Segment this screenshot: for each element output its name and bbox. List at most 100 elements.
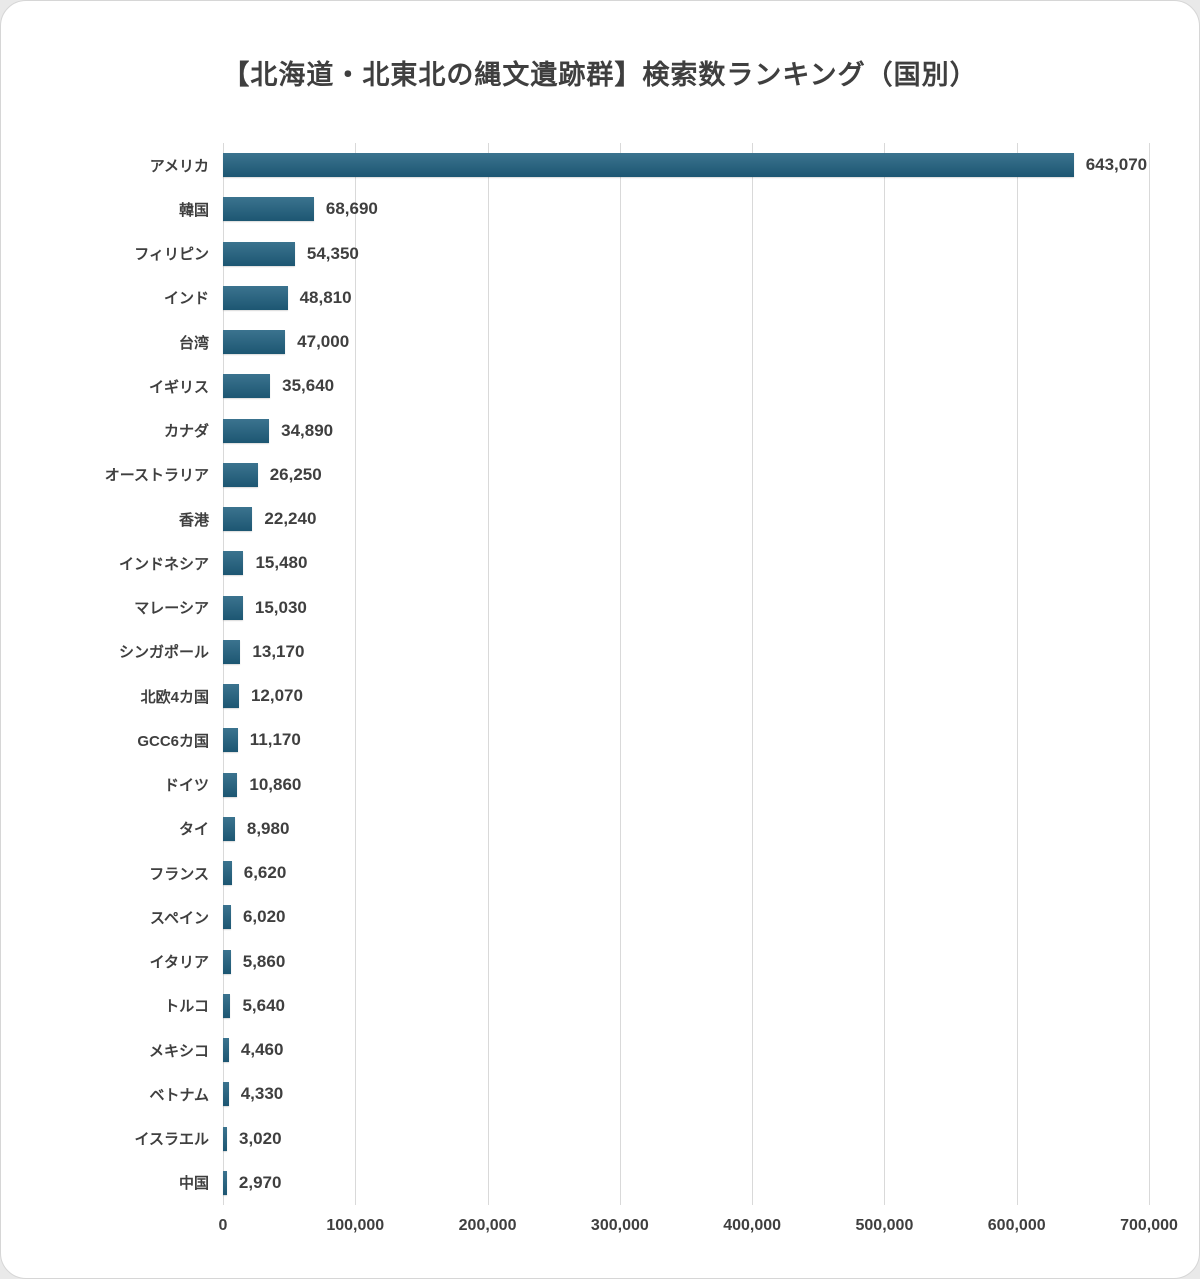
value-label: 12,070 <box>250 686 303 706</box>
value-label: 6,020 <box>242 907 286 927</box>
bar-row: タイ 8,980 <box>179 807 1149 851</box>
x-tick-label: 600,000 <box>987 1217 1046 1234</box>
bar-row: ドイツ 10,860 <box>164 763 1149 807</box>
gridline <box>752 143 754 1205</box>
bar <box>223 241 295 266</box>
category-label: タイ <box>178 821 209 839</box>
gridline <box>884 143 886 1205</box>
category-label: インド <box>163 290 209 308</box>
x-axis: 0 100,000 200,000 300,000 400,000 500,000 600,… <box>219 1217 1178 1247</box>
bar-row: 台湾 47,000 <box>179 320 1149 364</box>
category-label: イスラエル <box>134 1131 209 1149</box>
bar-row: 香港 22,240 <box>179 497 1149 541</box>
bar <box>223 728 238 753</box>
gridline <box>1016 143 1018 1205</box>
plot-area: アメリカ 643,070 韓国 68,690 フィリピン 54,350 インド 48,810 台… <box>105 143 1150 1205</box>
bar-row: フィリピン 54,350 <box>134 232 1149 276</box>
bar <box>223 905 231 930</box>
value-label: 10,860 <box>249 774 302 794</box>
bar <box>223 861 232 886</box>
x-tick-label: 200,000 <box>458 1217 517 1234</box>
bar-row: スペイン 6,020 <box>150 895 1149 939</box>
category-label: スペイン <box>150 909 209 927</box>
value-label: 15,480 <box>255 553 308 573</box>
category-label: ドイツ <box>163 777 209 795</box>
value-label: 68,690 <box>325 199 378 219</box>
value-label: 3,020 <box>238 1128 282 1148</box>
bar <box>223 330 286 355</box>
category-label: アメリカ <box>149 157 209 175</box>
x-tick-label: 300,000 <box>590 1217 649 1234</box>
bar-row: メキシコ 4,460 <box>149 1028 1149 1072</box>
gridline <box>1149 143 1150 1205</box>
bar <box>223 816 235 841</box>
bar <box>223 285 288 310</box>
value-label: 34,890 <box>281 420 334 440</box>
chart-title: 【北海道・北東北の縄文遺跡群】検索数ランキング（国別） <box>222 60 978 90</box>
value-label: 54,350 <box>306 243 359 263</box>
bar <box>223 772 238 797</box>
value-label: 26,250 <box>269 464 322 484</box>
value-label: 5,640 <box>242 995 285 1015</box>
bar <box>223 949 231 974</box>
bar <box>223 153 1074 178</box>
x-tick-label: 400,000 <box>723 1217 782 1234</box>
category-label: 北欧4カ国 <box>140 688 209 706</box>
category-label: フランス <box>149 865 209 883</box>
category-label: トルコ <box>164 998 209 1016</box>
value-label: 35,640 <box>282 376 335 396</box>
value-label: 47,000 <box>297 332 350 352</box>
category-label: イギリス <box>148 378 209 396</box>
x-tick-label: 500,000 <box>855 1217 914 1234</box>
category-label: 香港 <box>178 511 209 529</box>
value-label: 5,860 <box>242 951 286 971</box>
value-label: 22,240 <box>264 509 317 529</box>
bar-row: フランス 6,620 <box>149 851 1149 895</box>
bar <box>223 684 239 709</box>
value-label: 2,970 <box>238 1172 282 1192</box>
bar-row: トルコ 5,640 <box>164 984 1149 1028</box>
bar-row: カナダ 34,890 <box>164 409 1149 453</box>
bar <box>223 1038 229 1063</box>
category-label: ベトナム <box>149 1086 209 1104</box>
x-tick-label: 700,000 <box>1120 1217 1178 1234</box>
bar-row: 北欧4カ国 12,070 <box>141 674 1149 718</box>
category-label: イタリア <box>149 954 209 972</box>
bar <box>223 507 253 532</box>
gridline <box>487 143 489 1205</box>
x-tick-label: 0 <box>218 1217 228 1234</box>
bar-row: インド 48,810 <box>164 276 1149 320</box>
bar <box>223 418 270 443</box>
category-label: シンガポール <box>118 644 209 662</box>
bar-row: 韓国 68,690 <box>179 187 1149 231</box>
category-label: インドネシア <box>118 555 209 573</box>
bar <box>223 551 244 576</box>
bar-row: ベトナム 4,330 <box>149 1072 1149 1116</box>
bar <box>223 993 231 1018</box>
bar-row: シンガポール 13,170 <box>119 630 1149 674</box>
value-label: 4,460 <box>240 1040 284 1060</box>
bar-row: GCC6カ国 11,170 <box>137 718 1149 762</box>
bar-row: マレーシア 15,030 <box>134 586 1149 630</box>
category-label: メキシコ <box>148 1042 209 1060</box>
value-label: 8,980 <box>246 818 290 838</box>
category-label: 台湾 <box>178 334 209 352</box>
x-tick-label: 100,000 <box>326 1217 385 1234</box>
bar-row: イギリス 35,640 <box>149 364 1149 408</box>
value-label: 11,170 <box>249 730 301 750</box>
category-label: GCC6カ国 <box>137 732 209 750</box>
bar <box>223 639 241 664</box>
category-label: カナダ <box>163 423 209 441</box>
gridline <box>355 143 357 1205</box>
bar <box>223 462 258 487</box>
bar <box>223 1082 229 1107</box>
bar <box>223 374 271 399</box>
gridline <box>223 143 224 1205</box>
bar-row: イスラエル 3,020 <box>134 1117 1149 1161</box>
value-label: 13,170 <box>252 641 305 661</box>
value-label: 6,620 <box>243 863 287 883</box>
value-label: 15,030 <box>254 597 307 617</box>
bar-row: 中国 2,970 <box>179 1161 1149 1205</box>
category-label: 中国 <box>178 1175 209 1193</box>
